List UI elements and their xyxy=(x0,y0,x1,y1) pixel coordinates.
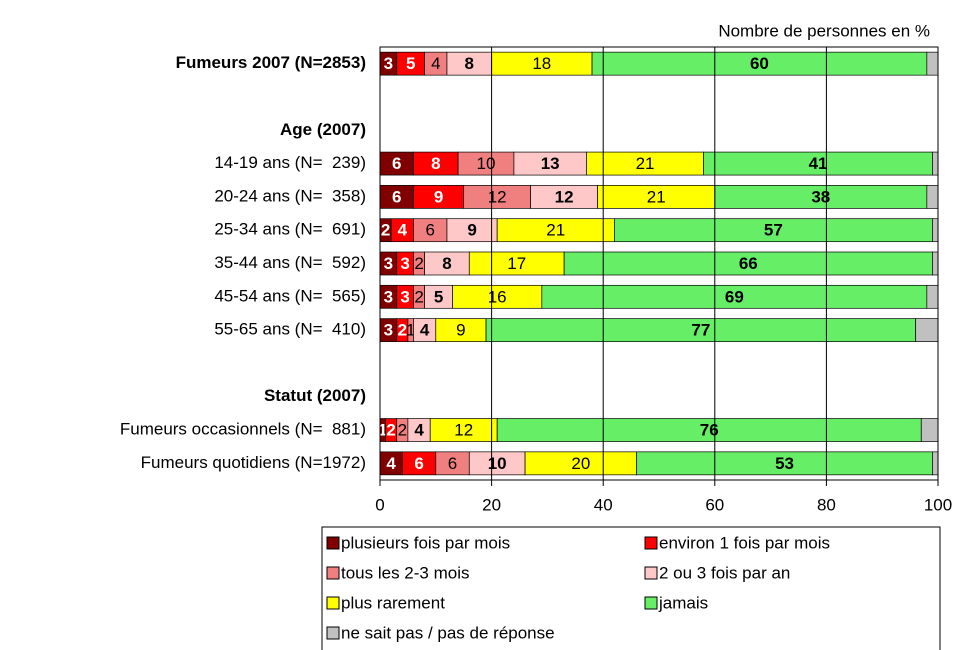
bar-segment xyxy=(926,185,939,209)
legend-label: ne sait pas / pas de réponse xyxy=(341,623,555,642)
x-tick-label: 40 xyxy=(594,495,613,514)
data-label: 8 xyxy=(431,154,440,173)
data-label: 8 xyxy=(465,54,474,73)
x-tick-label: 20 xyxy=(482,495,501,514)
data-label: 38 xyxy=(811,187,830,206)
legend-swatch xyxy=(644,536,658,550)
data-label: 17 xyxy=(507,254,526,273)
data-label: 5 xyxy=(406,54,415,73)
x-tick-label: 80 xyxy=(817,495,836,514)
data-label: 6 xyxy=(414,454,423,473)
data-label: 76 xyxy=(700,421,719,440)
data-label: 10 xyxy=(477,154,496,173)
data-label: 1 xyxy=(378,421,387,440)
data-label: 4 xyxy=(386,454,396,473)
data-label: 60 xyxy=(750,54,769,73)
data-label: 2 xyxy=(386,421,395,440)
y-tick-label: 25-34 ans (N= 691) xyxy=(214,220,366,239)
data-label: 13 xyxy=(541,154,560,173)
x-tick-label: 100 xyxy=(924,495,952,514)
data-label: 20 xyxy=(571,454,590,473)
bar-segment xyxy=(915,318,939,342)
data-label: 9 xyxy=(434,187,443,206)
data-label: 57 xyxy=(764,221,783,240)
data-label: 53 xyxy=(775,454,794,473)
data-label: 3 xyxy=(384,287,393,306)
data-label: 3 xyxy=(384,321,393,340)
data-label: 8 xyxy=(442,254,451,273)
data-label: 21 xyxy=(647,187,666,206)
data-label: 77 xyxy=(691,321,710,340)
x-tick-label: 0 xyxy=(375,495,384,514)
data-label: 69 xyxy=(725,287,744,306)
y-tick-label: Fumeurs occasionnels (N= 881) xyxy=(120,420,366,439)
bar-segment xyxy=(920,418,939,442)
data-label: 2 xyxy=(398,421,407,440)
data-label: 21 xyxy=(636,154,655,173)
data-label: 6 xyxy=(392,187,401,206)
legend-swatch xyxy=(326,566,340,580)
data-label: 16 xyxy=(488,287,507,306)
data-label: 9 xyxy=(456,321,465,340)
y-tick-label: Statut (2007) xyxy=(264,386,366,405)
y-tick-label: 14-19 ans (N= 239) xyxy=(214,153,366,172)
data-label: 3 xyxy=(400,287,409,306)
legend-box xyxy=(321,526,941,650)
y-tick-label: 20-24 ans (N= 358) xyxy=(214,186,366,205)
bar-segment xyxy=(932,251,939,276)
data-label: 3 xyxy=(384,54,393,73)
legend-label: plusieurs fois par mois xyxy=(341,533,510,552)
data-label: 6 xyxy=(392,154,401,173)
legend-label: plus rarement xyxy=(341,593,445,612)
data-label: 66 xyxy=(739,254,758,273)
legend-label: 2 ou 3 fois par an xyxy=(659,563,790,582)
bar-segment xyxy=(926,284,939,309)
data-label: 1 xyxy=(406,321,415,340)
legend-swatch xyxy=(644,596,658,610)
y-tick-label: Fumeurs quotidiens (N=1972) xyxy=(141,453,366,472)
data-label: 4 xyxy=(398,221,408,240)
y-tick-label: Age (2007) xyxy=(280,120,366,139)
plot-frame xyxy=(379,46,939,481)
data-label: 3 xyxy=(400,254,409,273)
bar-segment xyxy=(932,218,939,243)
y-tick-label: Fumeurs 2007 (N=2853) xyxy=(176,53,366,72)
data-label: 2 xyxy=(414,287,423,306)
data-label: 6 xyxy=(448,454,457,473)
data-label: 41 xyxy=(809,154,828,173)
data-label: 18 xyxy=(532,54,551,73)
legend-label: jamais xyxy=(658,593,708,612)
x-tick-label: 60 xyxy=(705,495,724,514)
legend-swatch xyxy=(326,536,340,550)
bar-segment xyxy=(932,451,939,476)
data-label: 4 xyxy=(431,54,440,73)
y-tick-label: 55-65 ans (N= 410) xyxy=(214,320,366,339)
data-label: 21 xyxy=(546,221,565,240)
y-tick-label: 45-54 ans (N= 565) xyxy=(214,286,366,305)
legend-label: tous les 2-3 mois xyxy=(341,563,470,582)
data-label: 4 xyxy=(414,421,424,440)
data-label: 12 xyxy=(555,187,574,206)
data-label: 4 xyxy=(420,321,430,340)
bar-segment xyxy=(932,151,939,176)
data-label: 6 xyxy=(425,221,434,240)
bar-segment xyxy=(926,51,939,76)
legend-swatch xyxy=(326,626,340,640)
axis-title: Nombre de personnes en % xyxy=(718,21,930,40)
data-label: 10 xyxy=(488,454,507,473)
data-label: 5 xyxy=(434,287,443,306)
data-label: 12 xyxy=(454,421,473,440)
legend-label: environ 1 fois par mois xyxy=(659,533,830,552)
data-label: 2 xyxy=(398,321,407,340)
legend-swatch xyxy=(644,566,658,580)
data-label: 2 xyxy=(414,254,423,273)
y-tick-label: 35-44 ans (N= 592) xyxy=(214,253,366,272)
data-label: 12 xyxy=(488,187,507,206)
data-label: 2 xyxy=(381,221,390,240)
legend-swatch xyxy=(326,596,340,610)
data-label: 9 xyxy=(467,221,476,240)
data-label: 3 xyxy=(384,254,393,273)
